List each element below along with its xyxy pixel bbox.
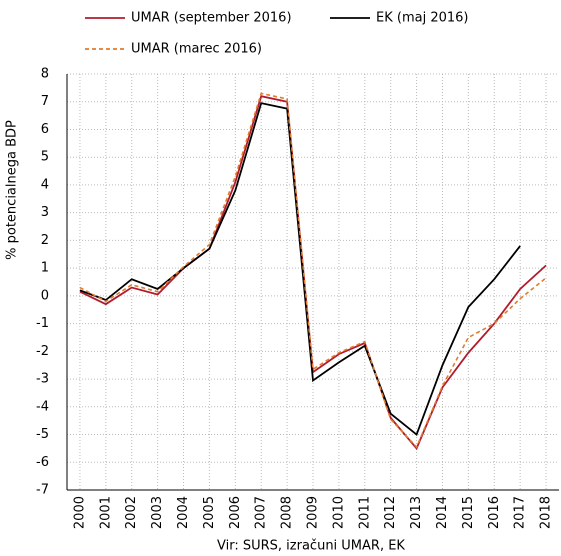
x-tick-label: 2005 <box>202 496 217 529</box>
y-tick-label: 1 <box>41 261 49 276</box>
y-tick-label: 2 <box>41 233 49 248</box>
x-tick-label: 2016 <box>487 496 502 529</box>
y-axis-label: % potencialnega BDP <box>5 120 20 260</box>
x-tick-label: 2017 <box>513 496 528 529</box>
series-line <box>79 102 521 437</box>
y-tick-label: -6 <box>36 455 49 470</box>
y-tick-label: 4 <box>41 177 49 192</box>
x-axis-label: Vir: SURS, izračuni UMAR, EK <box>217 539 405 554</box>
x-tick-label: 2003 <box>150 496 165 529</box>
x-tick-label: 2018 <box>539 496 554 529</box>
x-tick-label: 2006 <box>228 496 243 529</box>
series-line <box>79 92 547 449</box>
y-tick-label: 0 <box>41 288 49 303</box>
x-tick-label: 2014 <box>435 496 450 529</box>
x-tick-label: 2011 <box>357 496 372 529</box>
x-tick-label: 2008 <box>280 496 295 529</box>
x-tick-label: 2010 <box>331 496 346 529</box>
y-tick-label: -3 <box>36 372 49 387</box>
x-tick-label: 2004 <box>176 496 191 529</box>
y-tick-label: 3 <box>41 205 49 220</box>
x-tick-label: 2002 <box>124 496 139 529</box>
x-tick-label: 2009 <box>306 496 321 529</box>
y-tick-label: -2 <box>36 344 49 359</box>
legend-label: EK (maj 2016) <box>376 11 468 26</box>
y-tick-label: -1 <box>36 316 49 331</box>
legend-label: UMAR (september 2016) <box>131 11 292 26</box>
y-tick-label: 8 <box>41 67 49 82</box>
x-tick-label: 2001 <box>98 496 113 529</box>
x-tick-label: 2007 <box>254 496 269 529</box>
y-tick-label: -5 <box>36 427 49 442</box>
y-tick-label: -4 <box>36 399 49 414</box>
x-tick-label: 2013 <box>409 496 424 529</box>
y-tick-label: -7 <box>36 483 49 498</box>
x-tick-label: 2015 <box>461 496 476 529</box>
y-tick-label: 5 <box>41 150 49 165</box>
x-tick-label: 2012 <box>383 496 398 529</box>
y-tick-label: 7 <box>41 94 49 109</box>
y-tick-label: 6 <box>41 122 49 137</box>
legend-label: UMAR (marec 2016) <box>131 42 262 57</box>
x-tick-label: 2000 <box>72 496 87 529</box>
